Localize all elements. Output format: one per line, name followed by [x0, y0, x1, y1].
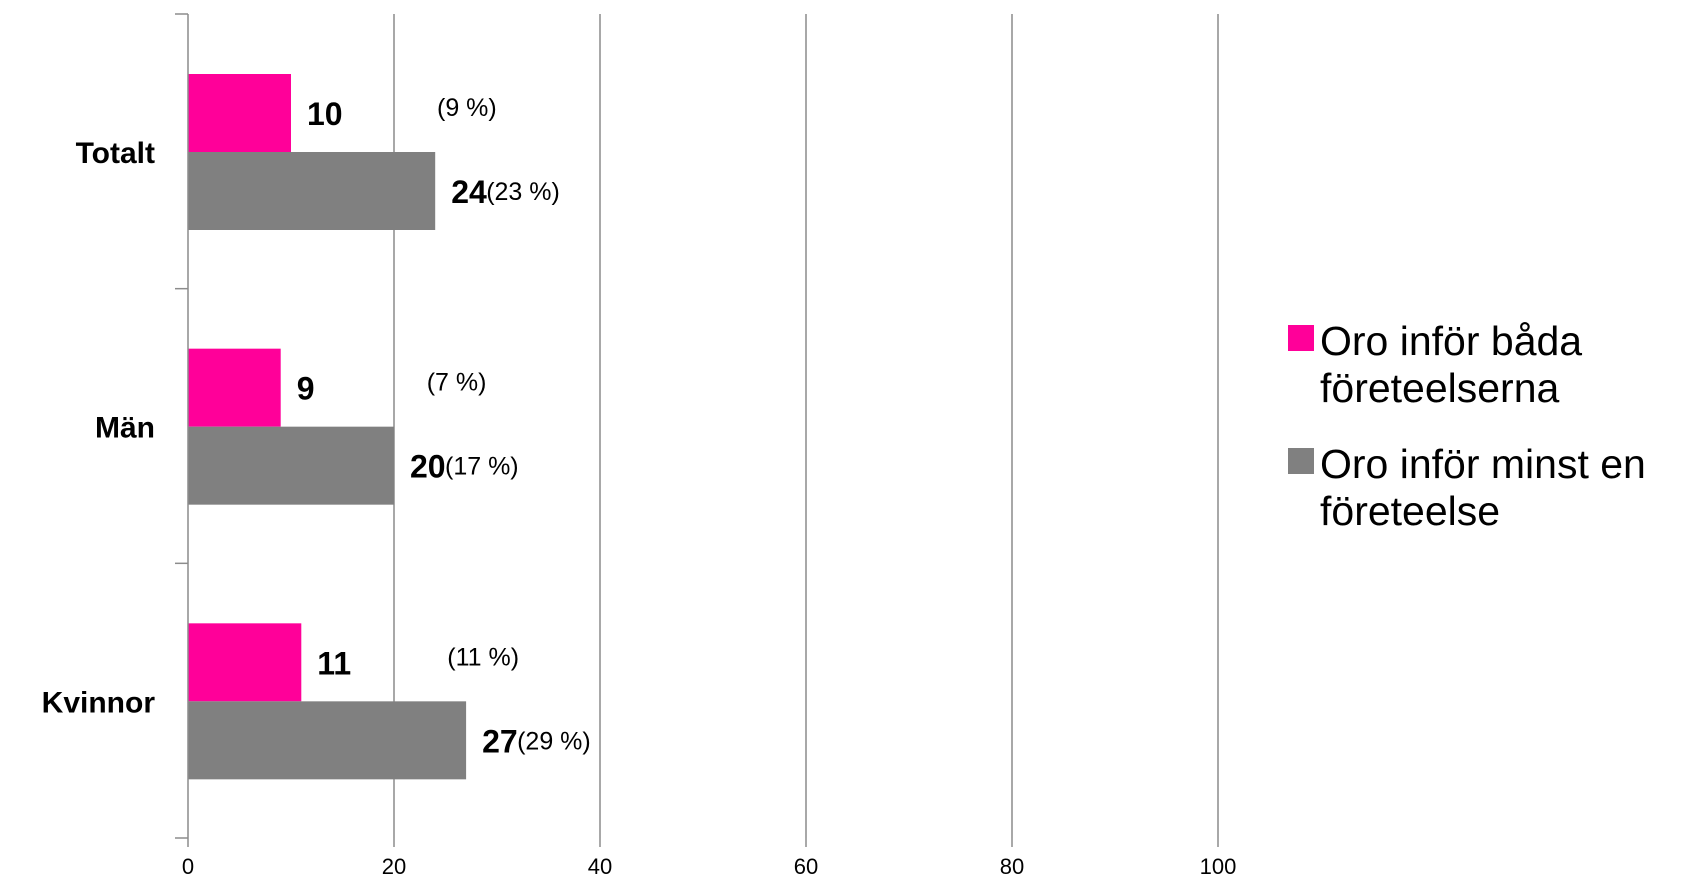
axes: 0 20 40 60 80 100 [175, 13, 1237, 879]
bar-percent-label: (17 %) [445, 453, 519, 481]
gridlines [393, 14, 1219, 838]
legend-swatch [1288, 325, 1314, 351]
x-tick-label: 60 [794, 854, 818, 879]
bar-percent-label: (9 %) [437, 94, 497, 122]
legend-label: företeelse [1320, 488, 1500, 534]
bars [188, 74, 467, 780]
bar-value-label: 24 [451, 174, 487, 210]
bar [188, 701, 467, 780]
bar-value-label: 10 [307, 96, 343, 132]
legend-swatch [1288, 448, 1314, 474]
category-label: Män [95, 412, 155, 445]
legend-label: företeelserna [1320, 365, 1560, 411]
bar [188, 152, 436, 230]
x-tick-label: 100 [1200, 854, 1237, 879]
bar-value-label: 11 [317, 645, 351, 681]
bar [188, 74, 291, 152]
bar-value-label: 9 [297, 371, 315, 407]
x-tick-label: 80 [1000, 854, 1024, 879]
bar-percent-label: (7 %) [427, 369, 487, 397]
bar [188, 348, 281, 427]
bar-value-label: 27 [482, 723, 518, 759]
bar-percent-label: (23 %) [486, 178, 560, 206]
x-tick-label: 40 [588, 854, 612, 879]
category-label: Kvinnor [42, 686, 156, 719]
bar [188, 426, 394, 505]
x-tick-label: 0 [182, 854, 194, 879]
legend-label: Oro inför minst en [1320, 441, 1646, 487]
bar-percent-label: (11 %) [447, 643, 519, 671]
category-label: Totalt [76, 137, 155, 170]
legend-label: Oro inför båda [1320, 318, 1582, 364]
bar-value-label: 20 [410, 449, 446, 485]
x-tick-label: 20 [382, 854, 406, 879]
bar [188, 623, 302, 702]
bar-percent-label: (29 %) [517, 727, 591, 755]
